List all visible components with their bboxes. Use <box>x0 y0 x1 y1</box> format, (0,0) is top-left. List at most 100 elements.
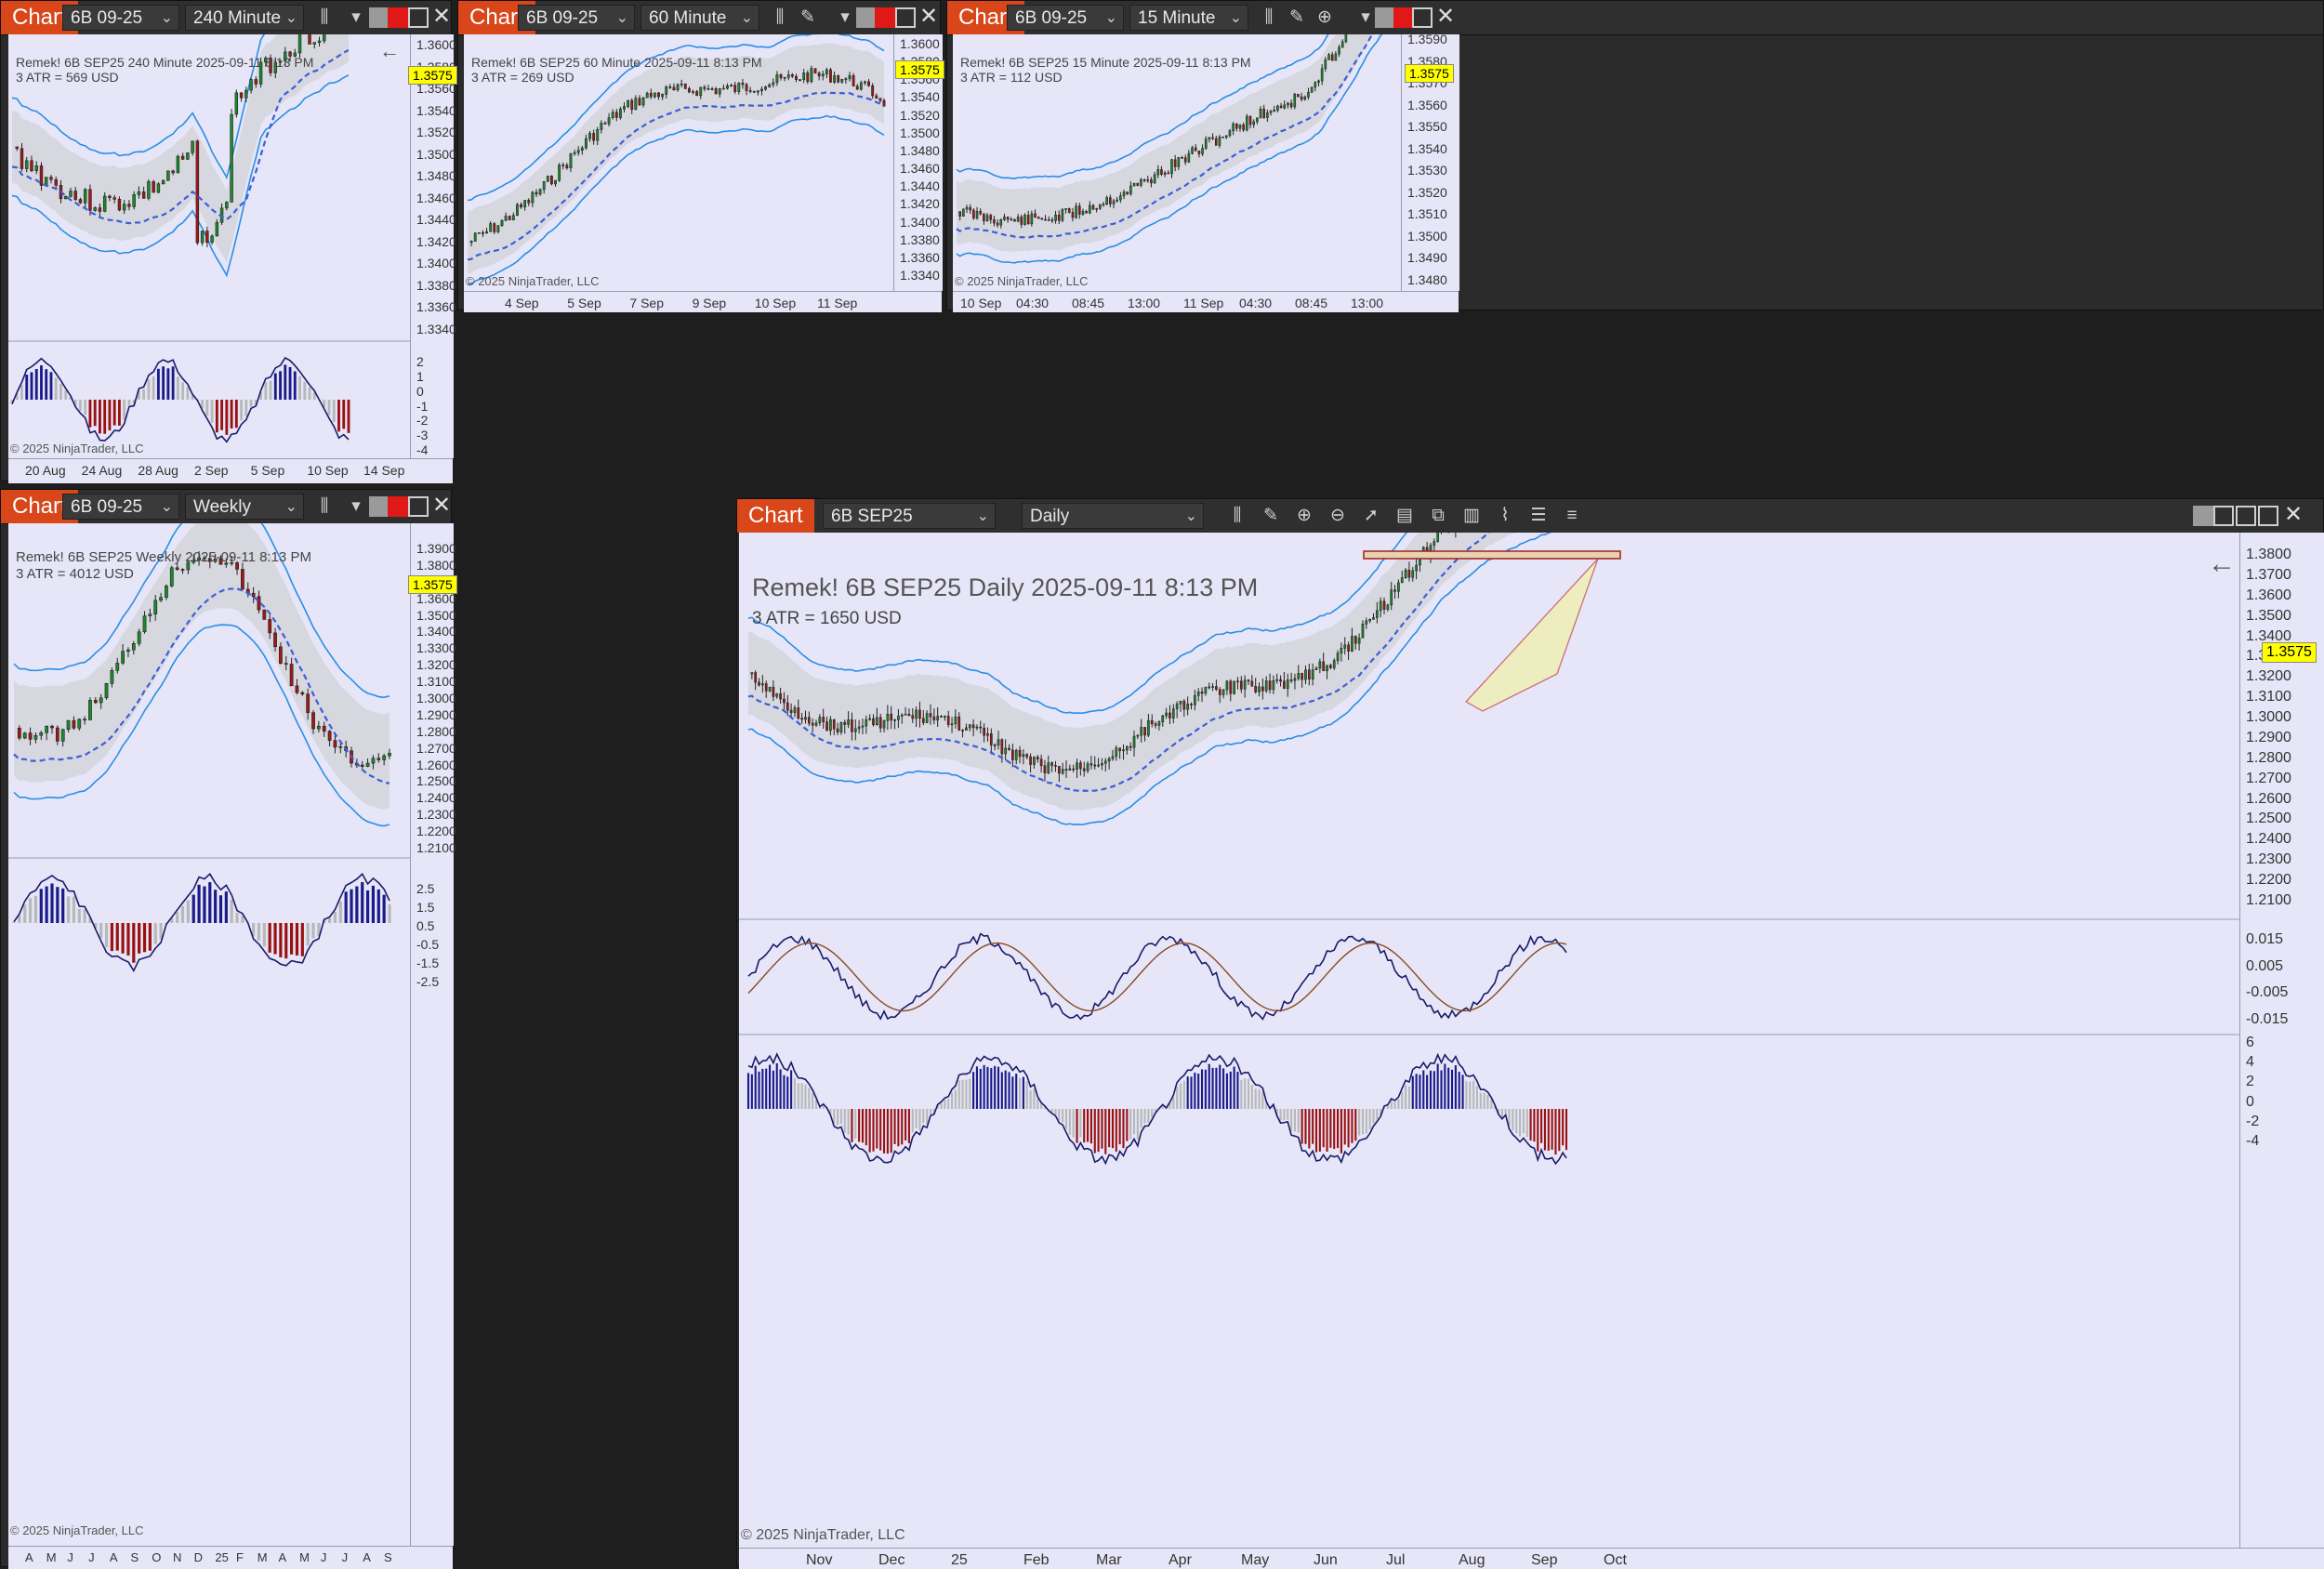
histogram-bar <box>844 1109 846 1133</box>
histogram-bar <box>1283 1109 1285 1120</box>
maximize-button[interactable] <box>408 7 429 28</box>
bar-style-icon[interactable]: ⫼ <box>313 7 336 29</box>
candle-body <box>776 74 778 83</box>
histogram-bar <box>113 400 116 426</box>
data-box-icon[interactable]: ▤ <box>1393 505 1416 527</box>
axis-tick-label: -1.5 <box>416 956 439 970</box>
draw-icon[interactable]: ✎ <box>797 7 819 29</box>
close-icon[interactable]: ✕ <box>1434 6 1457 28</box>
maximize-button[interactable] <box>895 7 916 28</box>
bar-style-icon[interactable]: ⫼ <box>769 7 791 29</box>
properties-icon[interactable]: ⧉ <box>1427 505 1449 527</box>
link-color-button[interactable] <box>369 496 390 517</box>
histogram-bar <box>897 1109 899 1146</box>
pointer-icon[interactable]: ➚ <box>1360 505 1382 527</box>
instrument-selector[interactable]: 6B SEP25⌄ <box>823 503 996 529</box>
axis-tick-label: 1.3590 <box>1407 32 1447 46</box>
zoom-in-icon[interactable]: ⊕ <box>1314 7 1336 29</box>
chart-menu-button[interactable]: Chart <box>737 499 814 533</box>
indicators-icon[interactable]: ▥ <box>1460 505 1483 527</box>
axis-tick-label: -1 <box>416 399 428 414</box>
instrument-selector[interactable]: 6B 09-25⌄ <box>62 5 179 31</box>
bar-style-icon[interactable]: ⫼ <box>313 495 336 518</box>
interval-selector[interactable]: Weekly⌄ <box>185 494 304 520</box>
histogram-bar <box>50 883 53 923</box>
instrument-selector[interactable]: 6B 09-25⌄ <box>1007 5 1124 31</box>
interval-selector[interactable]: 240 Minute⌄ <box>185 5 304 31</box>
axis-tick-label: 1.3340 <box>900 268 940 283</box>
price-panel[interactable]: Remek! 6B SEP25 Weekly 2025-09-11 8:13 P… <box>8 523 410 1546</box>
candle-body <box>99 698 102 703</box>
axis-tick-label: 1.3520 <box>416 125 456 139</box>
link-color-button[interactable] <box>369 7 390 28</box>
candle-body <box>1027 215 1029 223</box>
histogram-bar <box>1040 1103 1042 1109</box>
link-color-button[interactable] <box>856 7 877 28</box>
link-color-button[interactable] <box>1375 7 1395 28</box>
histogram-bar <box>1126 1109 1128 1141</box>
back-arrow-icon[interactable]: ← <box>2208 553 2236 575</box>
zoom-out-icon[interactable]: ⊖ <box>1327 505 1349 527</box>
maximize-button[interactable] <box>408 496 429 517</box>
minimize-button[interactable] <box>2213 506 2234 526</box>
histogram-bar <box>969 1079 971 1109</box>
maximize-button[interactable] <box>2258 506 2278 526</box>
strategies-icon[interactable]: ⌇ <box>1494 505 1516 527</box>
link-color-red-button[interactable] <box>388 496 408 517</box>
bar-style-icon[interactable]: ⫼ <box>1258 7 1280 29</box>
histogram-bar <box>273 923 276 955</box>
histogram-bar <box>192 895 195 923</box>
close-icon[interactable]: ✕ <box>430 494 453 517</box>
interval-selector[interactable]: 60 Minute⌄ <box>640 5 759 31</box>
histogram-bar <box>186 387 189 400</box>
restore-button[interactable] <box>2236 506 2256 526</box>
histogram-bar <box>1444 1064 1446 1109</box>
candle-body <box>1405 570 1406 577</box>
link-color-button[interactable] <box>2193 506 2213 526</box>
instrument-selector[interactable]: 6B 09-25⌄ <box>518 5 635 31</box>
bar-style-icon[interactable]: ⫼ <box>1226 505 1248 527</box>
price-panel[interactable]: Remek! 6B SEP25 240 Minute 2025-09-11 8:… <box>8 34 410 458</box>
zoom-in-icon[interactable]: ⊕ <box>1293 505 1315 527</box>
dropdown-arrow-icon[interactable]: ▾ <box>834 7 856 29</box>
price-panel[interactable]: Remek! 6B SEP25 15 Minute 2025-09-11 8:1… <box>953 34 1401 291</box>
close-icon[interactable]: ✕ <box>430 6 453 28</box>
list-icon[interactable]: ≡ <box>1561 505 1583 527</box>
draw-icon[interactable]: ✎ <box>1260 505 1282 527</box>
axis-tick-label: 1.3420 <box>416 234 456 249</box>
candle-body <box>849 75 851 78</box>
histogram-bar <box>355 887 358 923</box>
interval-selector[interactable]: 15 Minute⌄ <box>1129 5 1248 31</box>
axis-tick-label: J <box>321 1550 327 1564</box>
maximize-button[interactable] <box>1412 7 1433 28</box>
draw-icon[interactable]: ✎ <box>1286 7 1308 29</box>
interval-selector[interactable]: Daily⌄ <box>1022 503 1204 529</box>
histogram-bar <box>1319 1109 1321 1152</box>
close-icon[interactable]: ✕ <box>2282 504 2304 526</box>
dropdown-arrow-icon[interactable]: ▾ <box>345 495 367 518</box>
axis-tick-label: 1.3480 <box>900 143 940 158</box>
histogram-bar <box>1101 1109 1103 1149</box>
link-color-red-button[interactable] <box>1393 7 1414 28</box>
price-axis[interactable]: 1.36001.35801.35601.35401.35201.35001.34… <box>410 34 454 458</box>
link-color-red-button[interactable] <box>388 7 408 28</box>
instrument-selector[interactable]: 6B 09-25⌄ <box>62 494 179 520</box>
dropdown-arrow-icon[interactable]: ▾ <box>1354 7 1377 29</box>
templates-icon[interactable]: ☰ <box>1527 505 1550 527</box>
close-icon[interactable]: ✕ <box>918 6 940 28</box>
price-panel[interactable]: Remek! 6B SEP25 Daily 2025-09-11 8:13 PM… <box>739 533 2239 1548</box>
dropdown-arrow-icon[interactable]: ▾ <box>345 7 367 29</box>
candle-body <box>1284 105 1286 108</box>
price-panel[interactable]: Remek! 6B SEP25 60 Minute 2025-09-11 8:1… <box>464 34 893 291</box>
histogram-bar <box>1354 1109 1356 1140</box>
link-color-red-button[interactable] <box>875 7 895 28</box>
price-axis[interactable]: 1.39001.38001.37001.36001.35001.34001.33… <box>410 523 454 1546</box>
back-arrow-icon[interactable]: ← <box>378 40 401 62</box>
histogram-bar <box>274 374 277 400</box>
price-axis[interactable]: 1.38001.37001.36001.35001.34001.33001.32… <box>2239 533 2324 1548</box>
